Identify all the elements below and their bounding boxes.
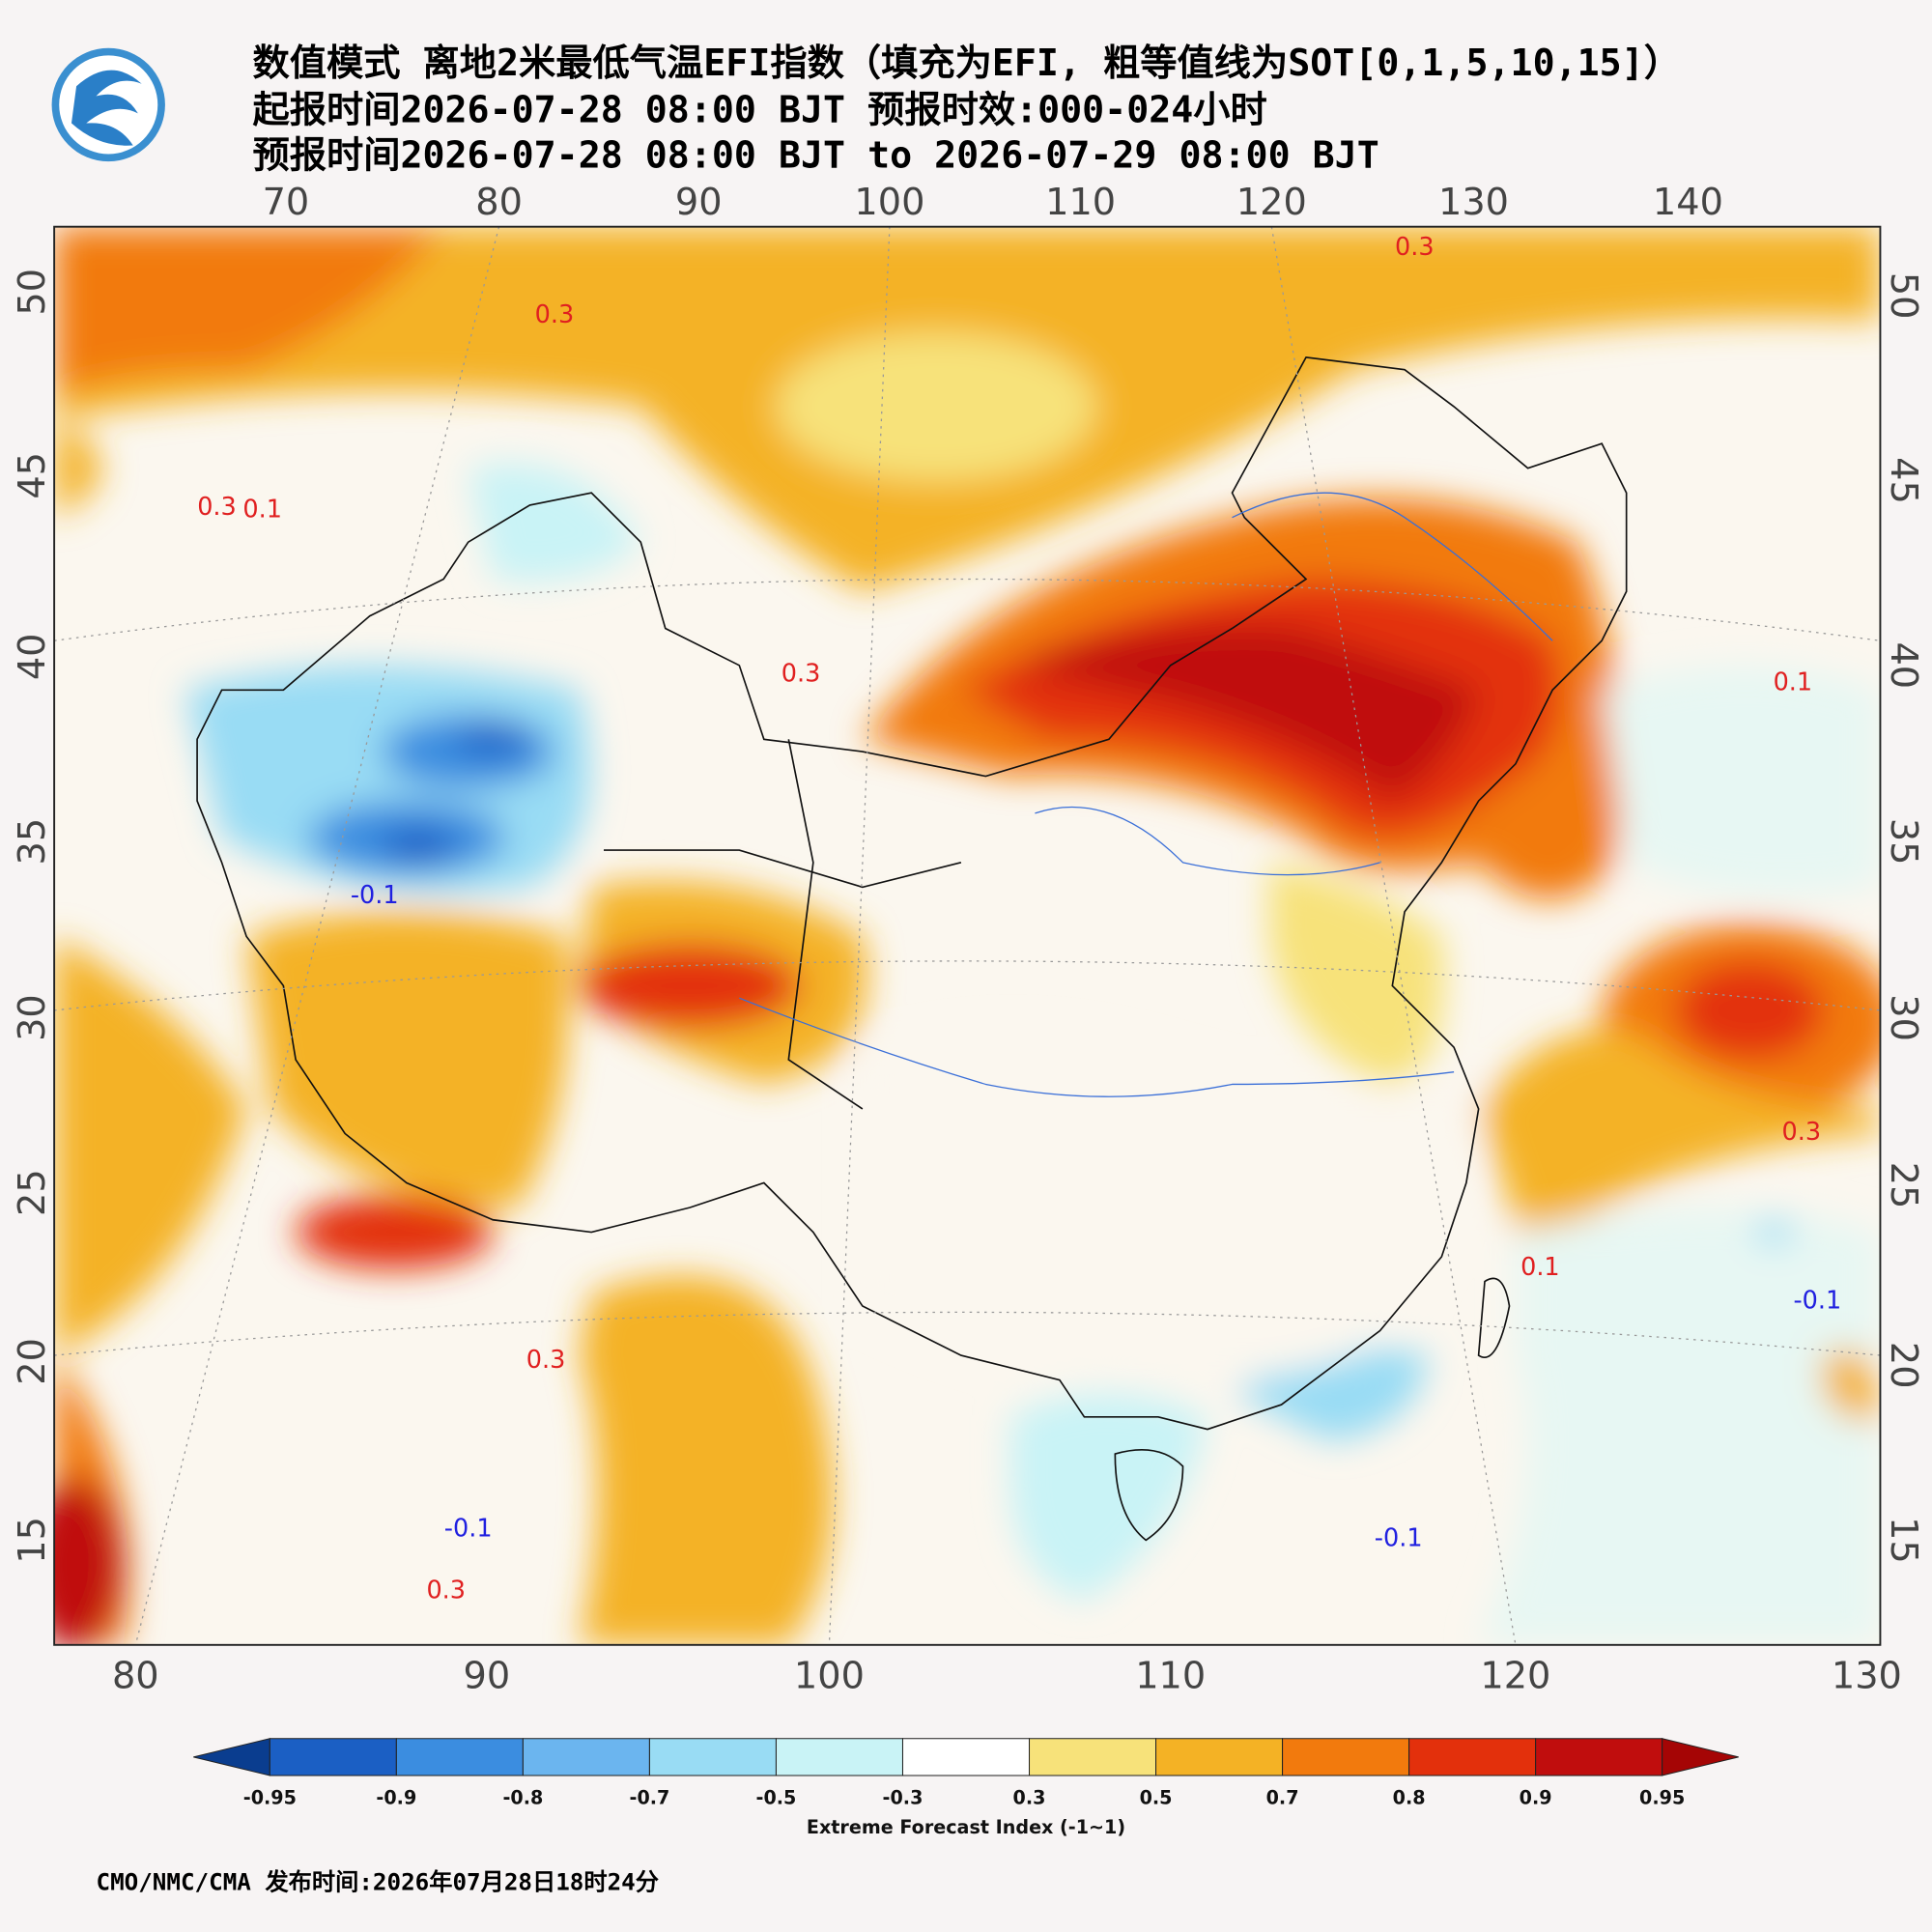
colorbar-tick-label: 0.8 [1393, 1786, 1426, 1808]
contour-label: -0.1 [444, 1515, 493, 1544]
lon-tick-label: 130 [1832, 1654, 1902, 1697]
colorbar-box [775, 1738, 903, 1776]
colorbar-box [1535, 1738, 1663, 1776]
lat-tick-label: 50 [1882, 272, 1925, 320]
contour-label: 0.3 [781, 659, 821, 688]
lat-tick-label: 30 [1882, 994, 1925, 1041]
contour-label: 0.3 [526, 1346, 566, 1375]
lat-tick-label: 20 [11, 1338, 54, 1385]
contour-labels: 0.30.30.3 0.10.3-0.10.10.3-0.1-0.10.3-0.1… [197, 233, 1841, 1605]
colorbar-tick-label: 0.5 [1140, 1786, 1173, 1808]
contour-label: 0.1 [242, 496, 282, 525]
lat-tick-label: 25 [11, 1169, 54, 1216]
lat-tick-label: 35 [1882, 818, 1925, 866]
colorbar-tick-label: -0.8 [502, 1786, 543, 1808]
colorbar-box [901, 1738, 1031, 1776]
subtitle: 预报时间2026-07-28 08:00 BJT to 2026-07-29 0… [252, 133, 1378, 177]
lat-tick-label: 35 [11, 818, 54, 866]
contour-label: 0.3 [1782, 1118, 1822, 1147]
lon-tick-label: 100 [794, 1654, 865, 1697]
colorbar-box [1408, 1738, 1537, 1776]
colorbar: -0.95 -0.9 -0.8 -0.7 -0.5 -0.3 0.3 0.5 0.7 0.8 0.9… [193, 1738, 1739, 1808]
colorbar-tick-label: 0.9 [1520, 1786, 1552, 1808]
contour-label: -0.1 [1793, 1287, 1841, 1316]
colorbar-label: Extreme Forecast Index (-1~1) [807, 1816, 1125, 1838]
lon-tick-label: 80 [112, 1654, 159, 1697]
lat-tick-label: 25 [1882, 1162, 1925, 1209]
colorbar-tick-label: -0.95 [243, 1786, 297, 1808]
contour-label: 0.1 [1774, 668, 1813, 696]
colorbar-box [395, 1738, 524, 1776]
colorbar-box [648, 1738, 777, 1776]
contour-label: 0.3 [426, 1576, 466, 1605]
lon-tick-label: 120 [1236, 181, 1307, 224]
lat-tick-label: 20 [1882, 1342, 1925, 1389]
footer: CMO/NMC/CMA 发布时间:2026年07月28日18时24分 [96, 1869, 659, 1896]
lon-tick-label: 90 [463, 1654, 510, 1697]
logo [51, 47, 165, 162]
colorbar-box [1282, 1738, 1410, 1776]
lon-tick-label: 120 [1480, 1654, 1550, 1697]
lon-tick-label: 110 [1045, 181, 1116, 224]
colorbar-tick-label: -0.9 [376, 1786, 416, 1808]
subtitle: 起报时间2026-07-28 08:00 BJT 预报时效:000-024小时 [252, 88, 1266, 131]
contour-label: 0.3 [535, 300, 575, 329]
contour-label: 0.3 [1395, 233, 1435, 262]
colorbar-box [1029, 1738, 1157, 1776]
axis-labels: 70 80 90 100 110 120 130 140 80 90 100 110 120 130 50 4… [11, 181, 1925, 1698]
lon-tick-label: 90 [675, 181, 723, 224]
lon-tick-label: 100 [854, 181, 924, 224]
map [54, 226, 1881, 1645]
lon-tick-label: 130 [1438, 181, 1509, 224]
colorbar-tick-label: 0.95 [1639, 1786, 1685, 1808]
colorbar-tick-label: -0.7 [630, 1786, 670, 1808]
lat-tick-label: 30 [11, 994, 54, 1041]
colorbar-tick-label: -0.5 [756, 1786, 797, 1808]
lat-tick-label: 40 [1882, 641, 1925, 689]
colorbar-box [269, 1738, 397, 1776]
contour-label: 0.3 [197, 493, 237, 522]
colorbar-tick-label: -0.3 [883, 1786, 923, 1808]
colorbar-box [1155, 1738, 1284, 1776]
lat-tick-label: 15 [11, 1517, 54, 1564]
colorbar-tick-label: 0.7 [1266, 1786, 1299, 1808]
contour-label: -0.1 [351, 881, 399, 910]
colorbar-box [522, 1738, 650, 1776]
lat-tick-label: 15 [1882, 1517, 1925, 1564]
lat-tick-label: 45 [1882, 457, 1925, 504]
contour-label: -0.1 [1375, 1524, 1423, 1553]
lon-tick-label: 140 [1653, 181, 1723, 224]
colorbar-arrow [1662, 1738, 1739, 1776]
lon-tick-label: 70 [263, 181, 310, 224]
lat-tick-label: 50 [11, 269, 54, 316]
map-frame [53, 225, 1882, 1646]
lat-tick-label: 45 [11, 452, 54, 499]
contour-label: 0.1 [1520, 1253, 1560, 1282]
colorbar-tick-label: 0.3 [1013, 1786, 1046, 1808]
lat-tick-label: 40 [11, 634, 54, 681]
lon-tick-label: 110 [1135, 1654, 1206, 1697]
title: 数值模式 离地2米最低气温EFI指数（填充为EFI, 粗等值线为SOT[0,1,… [252, 42, 1680, 85]
lon-tick-label: 80 [475, 181, 523, 224]
